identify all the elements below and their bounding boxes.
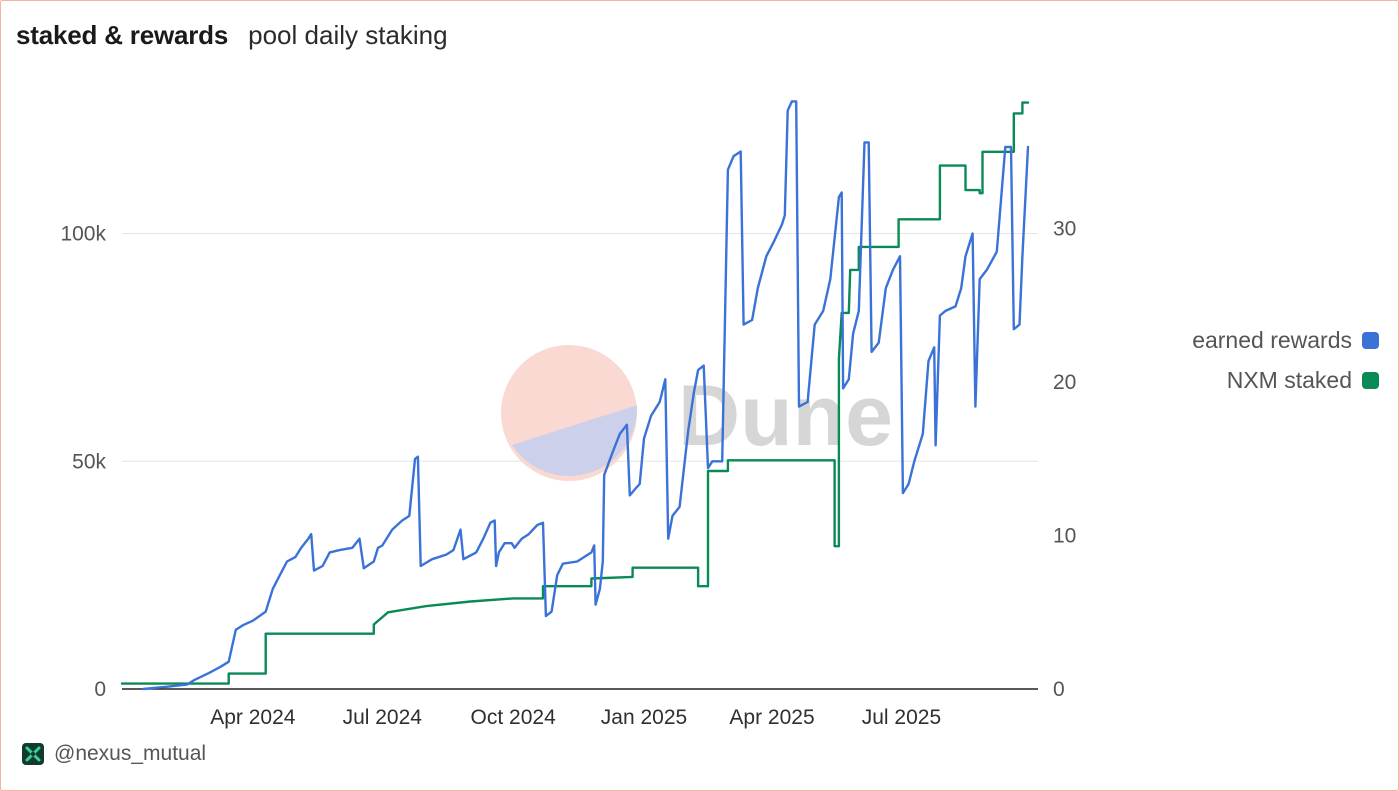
series-earned-rewards [142, 100, 1030, 691]
legend: earned rewards NXM staked [1192, 320, 1379, 400]
x-tick-label: Jan 2025 [601, 706, 687, 729]
x-tick-label: Jul 2025 [862, 706, 941, 729]
chart-subtitle: pool daily staking [248, 20, 448, 50]
x-tick-label: Apr 2025 [729, 706, 814, 729]
legend-swatch [1362, 331, 1379, 349]
y-left-tick-label: 100k [60, 223, 106, 246]
nexus-logo-icon [22, 743, 44, 765]
chart-header: staked & rewards pool daily staking [16, 20, 448, 51]
legend-swatch [1362, 371, 1379, 389]
y-right-tick-label: 0 [1053, 678, 1065, 701]
y-right-tick-label: 10 [1053, 525, 1076, 548]
footer: @nexus_mutual [22, 742, 206, 766]
x-tick-label: Apr 2024 [210, 706, 296, 729]
series-line [120, 101, 1030, 685]
series-layer [120, 100, 1030, 691]
x-tick-label: Oct 2024 [471, 706, 557, 729]
legend-label: NXM staked [1226, 366, 1352, 393]
tick-labels: 0 50k 100k 0 10 20 30 Apr 2024 Jul 2024 Oct 2024 J… [60, 218, 1076, 730]
watermark-text: Dune [678, 368, 893, 464]
legend-label: earned rewards [1192, 326, 1352, 353]
x-tick-label: Jul 2024 [343, 706, 423, 729]
series-line [142, 100, 1030, 691]
dune-watermark: Dune [501, 345, 893, 481]
y-left-tick-label: 0 [94, 678, 106, 701]
y-right-tick-label: 20 [1053, 371, 1076, 394]
legend-item-nxm-staked[interactable]: NXM staked [1192, 360, 1379, 400]
footer-handle: @nexus_mutual [54, 742, 207, 765]
y-left-tick-label: 50k [72, 450, 106, 473]
legend-item-earned-rewards[interactable]: earned rewards [1192, 320, 1379, 360]
y-right-tick-label: 30 [1053, 218, 1076, 241]
chart-title: staked & rewards [16, 20, 229, 50]
series-nxm-staked [120, 101, 1030, 685]
